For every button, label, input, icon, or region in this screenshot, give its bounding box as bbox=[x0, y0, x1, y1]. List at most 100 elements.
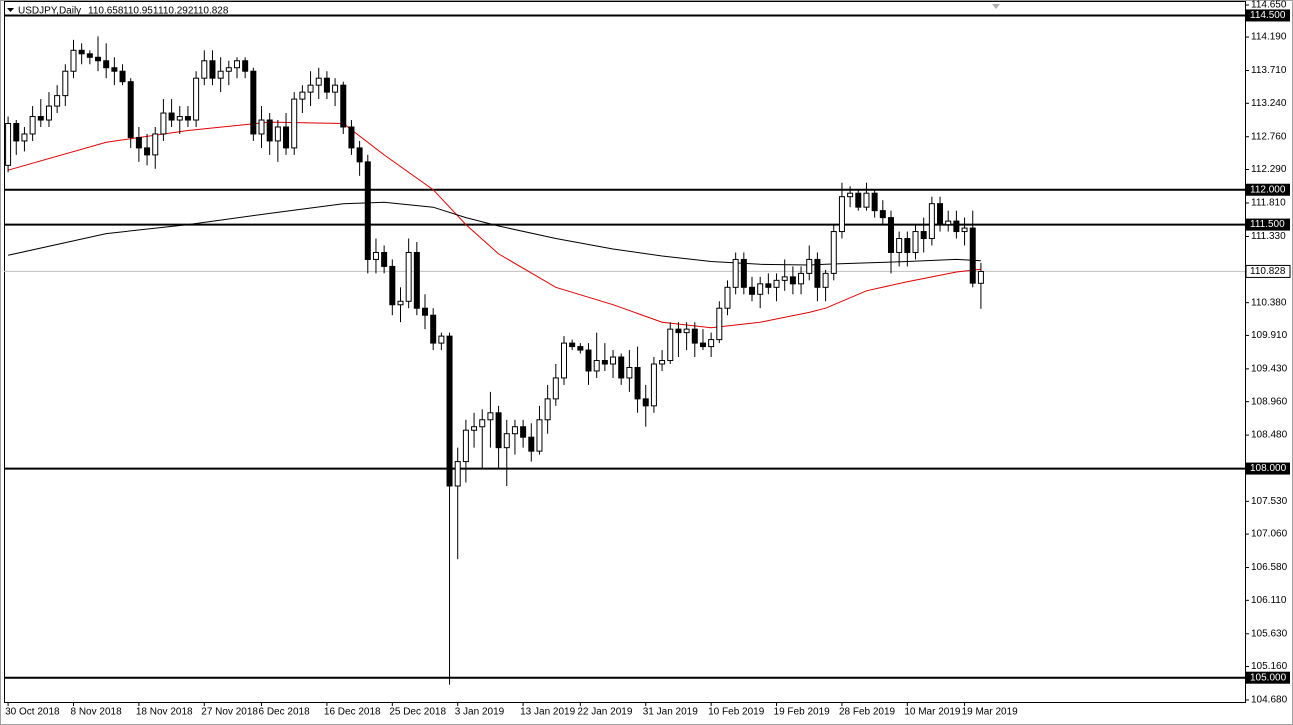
candle-body bbox=[732, 258, 739, 288]
candle-body bbox=[896, 238, 903, 253]
candle-body bbox=[765, 283, 772, 288]
candle-body bbox=[176, 116, 183, 121]
quote-low: 110.292 bbox=[158, 6, 194, 17]
candle-body bbox=[520, 426, 527, 438]
candle-body bbox=[78, 49, 85, 55]
candle-body bbox=[528, 436, 535, 452]
candle-body bbox=[405, 251, 412, 302]
candle-body bbox=[45, 105, 52, 121]
y-tick-label: 108.960 bbox=[1251, 396, 1288, 407]
candle-body bbox=[389, 265, 396, 306]
candle-body bbox=[789, 276, 796, 285]
candle-body bbox=[103, 60, 110, 69]
y-tick-label: 104.680 bbox=[1251, 695, 1288, 706]
candle-body bbox=[135, 136, 142, 149]
y-tick-label: 114.650 bbox=[1251, 0, 1287, 11]
level-label: 111.500 bbox=[1250, 219, 1285, 230]
x-tick-label: 31 Jan 2019 bbox=[643, 707, 698, 718]
candle-body bbox=[560, 342, 567, 379]
candle-body bbox=[912, 231, 919, 253]
candle-body bbox=[372, 251, 379, 260]
y-tick-label: 108.480 bbox=[1251, 430, 1288, 441]
candle-body bbox=[127, 81, 134, 138]
candle-body bbox=[13, 123, 20, 142]
candle-body bbox=[144, 147, 151, 156]
candle-body bbox=[945, 220, 952, 226]
candle-body bbox=[225, 67, 232, 72]
candle-body bbox=[471, 426, 478, 431]
level-label: 114.500 bbox=[1250, 10, 1286, 21]
y-tick-label: 111.330 bbox=[1251, 231, 1286, 242]
x-tick-label: 8 Nov 2018 bbox=[70, 707, 122, 718]
candle-body bbox=[904, 238, 911, 253]
quote-open: 110.658 bbox=[88, 6, 124, 17]
candle-body bbox=[634, 366, 641, 400]
candle-body bbox=[332, 84, 339, 93]
x-tick-label: 18 Nov 2018 bbox=[136, 707, 193, 718]
candle-body bbox=[708, 339, 715, 348]
candle-body bbox=[340, 84, 347, 128]
level-label: 105.000 bbox=[1250, 672, 1287, 683]
quote-high: 110.951 bbox=[123, 6, 159, 17]
candle-body bbox=[920, 231, 927, 240]
candle-body bbox=[626, 366, 633, 379]
candle-body bbox=[601, 360, 608, 365]
y-tick-label: 109.430 bbox=[1251, 364, 1288, 375]
candle-body bbox=[969, 227, 976, 284]
candle-body bbox=[462, 429, 469, 463]
candle-body bbox=[585, 349, 592, 372]
quote-close: 110.828 bbox=[193, 6, 229, 17]
candle-body bbox=[798, 272, 805, 285]
candle-body bbox=[217, 70, 224, 79]
moving-average bbox=[7, 201, 981, 266]
candle-body bbox=[479, 419, 486, 428]
candle-body bbox=[569, 342, 576, 348]
y-tick-label: 107.060 bbox=[1251, 529, 1288, 540]
candle-body bbox=[659, 360, 666, 365]
candle-body bbox=[70, 49, 77, 72]
candle-body bbox=[422, 307, 429, 316]
candle-body bbox=[937, 203, 944, 226]
y-tick-label: 113.240 bbox=[1251, 98, 1287, 109]
level-label-box bbox=[1246, 671, 1290, 684]
candle-body bbox=[593, 360, 600, 372]
candle-body bbox=[667, 328, 674, 362]
candle-body bbox=[397, 300, 404, 306]
x-tick-label: 3 Jan 2019 bbox=[455, 707, 505, 718]
candle-body bbox=[887, 217, 894, 253]
candle-body bbox=[233, 60, 240, 69]
candle-body bbox=[838, 196, 845, 233]
candle-body bbox=[323, 77, 330, 93]
candle-body bbox=[348, 126, 355, 149]
level-label-box bbox=[1246, 9, 1290, 22]
candle-body bbox=[438, 335, 445, 344]
x-tick-label: 10 Mar 2019 bbox=[904, 707, 961, 718]
shift-marker bbox=[992, 4, 1000, 9]
candle-body bbox=[446, 335, 453, 487]
candle-body bbox=[291, 98, 298, 149]
candle-body bbox=[454, 461, 461, 487]
candle-body bbox=[536, 419, 543, 452]
candle-body bbox=[119, 70, 126, 83]
candle-body bbox=[928, 203, 935, 240]
candle-body bbox=[209, 60, 216, 79]
candle-body bbox=[62, 70, 69, 97]
candle-body bbox=[749, 286, 756, 295]
current-price-box bbox=[1245, 264, 1291, 278]
candle-body bbox=[863, 192, 870, 208]
current-price-label: 110.828 bbox=[1250, 266, 1286, 277]
candle-body bbox=[675, 328, 682, 334]
candle-body bbox=[21, 133, 28, 142]
menu-arrow[interactable] bbox=[7, 8, 14, 12]
candle-body bbox=[781, 276, 788, 281]
candle-body bbox=[381, 251, 388, 267]
candle-body bbox=[37, 116, 44, 121]
candle-body bbox=[879, 210, 886, 219]
candle-body bbox=[552, 377, 559, 400]
x-tick-label: 28 Feb 2019 bbox=[839, 707, 896, 718]
y-tick-label: 105.630 bbox=[1251, 628, 1288, 639]
candle-body bbox=[855, 192, 862, 208]
candle-body bbox=[168, 112, 175, 121]
x-tick-label: 27 Nov 2018 bbox=[201, 707, 258, 718]
